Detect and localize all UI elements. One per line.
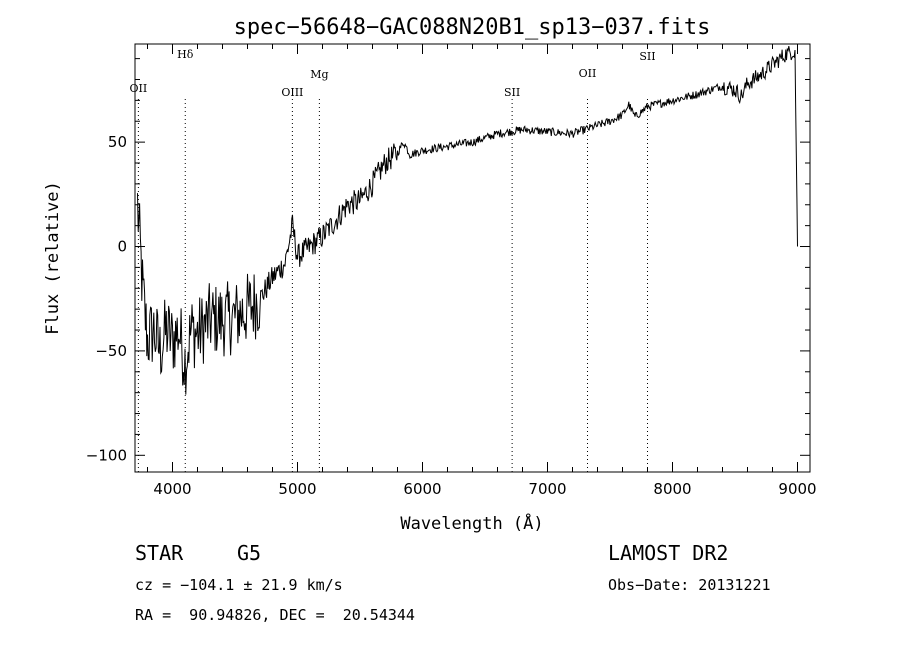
x-tick-label: 7000 (528, 480, 566, 498)
y-tick-label: 50 (108, 133, 127, 151)
spectrum-line (137, 46, 798, 395)
spectral-line-label: Mg (310, 68, 328, 81)
x-axis-label: Wavelength (Å) (400, 512, 543, 534)
coordinates: RA = 90.94826, DEC = 20.54344 (135, 606, 415, 624)
survey-name: LAMOST DR2 (608, 541, 729, 565)
y-tick-label: −100 (86, 446, 127, 464)
x-tick-label: 6000 (403, 480, 441, 498)
spectral-line-label: SII (639, 50, 655, 63)
chart-title: spec−56648−GAC088N20B1_sp13−037.fits (234, 15, 711, 40)
plot-frame (134, 43, 811, 473)
spectral-line-label: OIII (281, 86, 303, 99)
x-tick-label: 4000 (153, 480, 191, 498)
spectral-line-label: Hδ (177, 48, 194, 61)
x-tick-label: 9000 (778, 480, 816, 498)
x-tick-label: 8000 (653, 480, 691, 498)
object-subclass: G5 (237, 541, 262, 565)
y-tick-label: 0 (117, 238, 127, 256)
object-class: STAR (135, 541, 184, 565)
spectral-line-label: SII (504, 86, 520, 99)
spectral-line-label: OII (579, 67, 597, 80)
obs-date: Obs−Date: 20131221 (608, 576, 771, 594)
y-axis-label: Flux (relative) (43, 181, 63, 335)
redshift-value: cz = −104.1 ± 21.9 km/s (135, 576, 343, 594)
y-tick-label: −50 (95, 342, 127, 360)
spectral-line-label: OII (130, 82, 148, 95)
x-tick-label: 5000 (278, 480, 316, 498)
